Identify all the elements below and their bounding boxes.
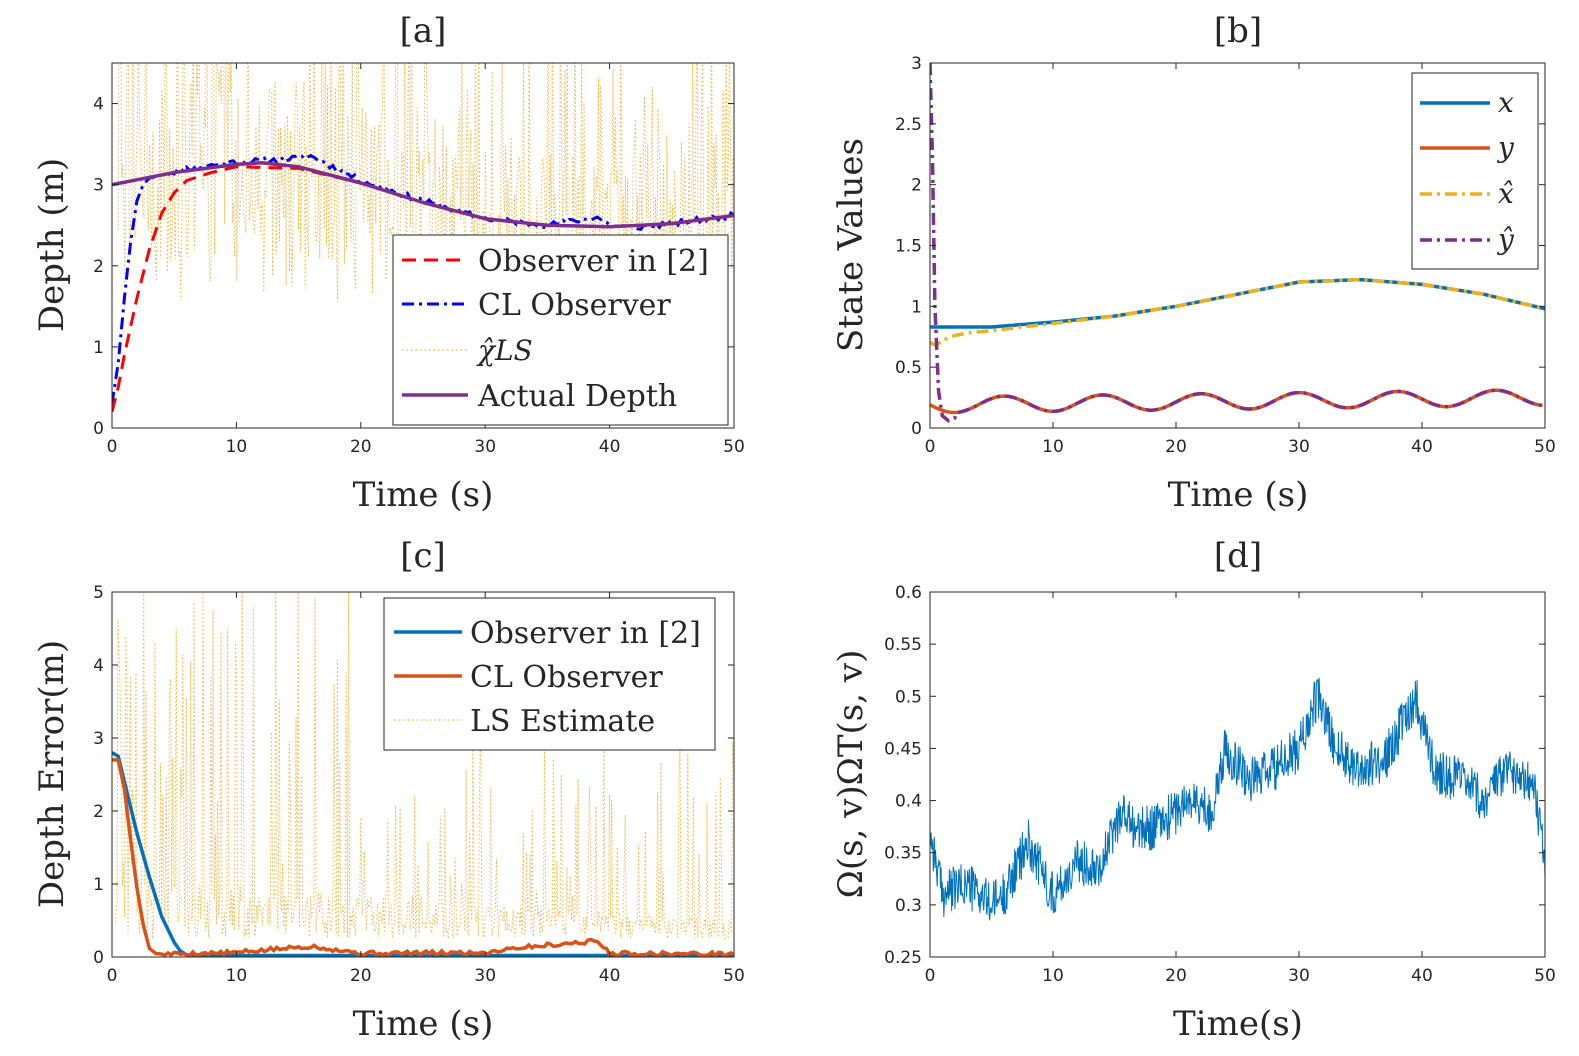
legend-b-yhat-label: ŷ — [1496, 223, 1515, 256]
panel-d-xtick-label-3: 30 — [1288, 966, 1310, 986]
panel-b-ytick-label-3: 1.5 — [895, 237, 922, 257]
panel-d-xtick-label-5: 50 — [1534, 966, 1556, 986]
panel-c-title: [c] — [400, 536, 446, 576]
panel-b-ylabel: State Values — [831, 138, 871, 352]
series-d-omega — [930, 677, 1545, 921]
panel-a-title: [a] — [400, 11, 447, 51]
panel-c-xtick-label-0: 0 — [107, 966, 118, 986]
panel-b-xtick-label-4: 40 — [1411, 437, 1433, 457]
panel-c-xtick-label-1: 10 — [226, 966, 248, 986]
panel-a-xtick-label-0: 0 — [107, 437, 118, 457]
legend-c-ls-label: LS Estimate — [470, 704, 655, 739]
panel-a-axes-box — [111, 62, 735, 429]
panel-b-xtick-label-1: 10 — [1042, 437, 1064, 457]
panel-c-xlabel: Time (s) — [353, 1004, 494, 1044]
panel-d-xtick-label-2: 20 — [1165, 966, 1187, 986]
legend-a-ls-label: χ̂LS — [476, 334, 533, 367]
panel-a-ytick-label-3: 3 — [93, 176, 104, 196]
panel-a-legend: Observer in [2] CL Observer χ̂LS Actual … — [392, 234, 729, 426]
panel-c-legend: Observer in [2] CL Observer LS Estimate — [383, 597, 716, 751]
panel-b-ytick-label-1: 0.5 — [895, 358, 922, 378]
series-c-ls-estimate — [115, 592, 734, 940]
panel-b-title: [b] — [1214, 11, 1262, 51]
legend-b-y-label: y — [1496, 131, 1515, 164]
panel-c-ytick-label-1: 1 — [93, 875, 104, 895]
panel-c-ylabel: Depth Error(m) — [32, 640, 72, 908]
panel-d-ytick-label-0: 0.25 — [884, 948, 922, 968]
panel-b-plot-area — [930, 63, 1545, 423]
panel-d-ytick-label-1: 0.3 — [895, 896, 922, 916]
panel-a-ytick-label-4: 4 — [93, 95, 104, 115]
panel-d-ytick-label-4: 0.45 — [884, 739, 922, 759]
legend-b-x-label: x — [1498, 86, 1514, 119]
panel-c-axes-box — [111, 591, 735, 958]
panel-c-ytick-label-5: 5 — [93, 583, 104, 603]
legend-a-cl-label: CL Observer — [478, 288, 671, 323]
panel-b-xlabel: Time (s) — [1168, 475, 1309, 515]
panel-d-ytick-label-7: 0.6 — [895, 583, 922, 603]
panel-d-title: [d] — [1214, 536, 1262, 576]
panel-d-axes-box — [929, 591, 1546, 958]
panel-b-xtick-label-3: 30 — [1288, 437, 1310, 457]
panel-b-xtick-label-2: 20 — [1165, 437, 1187, 457]
legend-a-observer2-label: Observer in [2] — [478, 244, 709, 279]
panel-a-ytick-label-1: 1 — [93, 338, 104, 358]
panel-d-ylabel: Ω(s, v)ΩT(s, v) — [831, 650, 871, 899]
panel-d-xtick-label-4: 40 — [1411, 966, 1433, 986]
panel-d-plot-area — [930, 677, 1545, 921]
panel-d-xtick-label-0: 0 — [925, 966, 936, 986]
panel-d: [d] 0 10 20 30 40 50 0.25 0.3 0.35 0.4 0.45 0.5 0.55… — [831, 536, 1556, 1044]
panel-c-xtick-label-3: 30 — [474, 966, 496, 986]
panel-d-ytick-label-2: 0.35 — [884, 844, 922, 864]
panel-a-xtick-label-2: 20 — [350, 437, 372, 457]
series-b-xhat — [930, 277, 1545, 348]
panel-c-legend-box — [383, 597, 716, 751]
panel-b-ytick-label-4: 2 — [911, 176, 922, 196]
series-b-x — [930, 277, 1545, 329]
panel-c: [c] 0 10 20 30 40 50 0 1 2 3 4 5 Time (s) Depth Err… — [32, 536, 745, 1044]
panel-d-ytick-label-6: 0.55 — [884, 635, 922, 655]
panel-d-xtick-label-1: 10 — [1042, 966, 1064, 986]
panel-a-plot-area — [112, 63, 734, 413]
panel-a-xlabel: Time (s) — [353, 475, 494, 515]
legend-a-actual-label: Actual Depth — [477, 379, 677, 414]
panel-b-xtick-label-5: 50 — [1534, 437, 1556, 457]
panel-c-plot-area — [112, 592, 734, 957]
panel-b-ytick-label-2: 1 — [911, 297, 922, 317]
panel-d-ytick-label-3: 0.4 — [895, 792, 922, 812]
panel-b-ytick-label-0: 0 — [911, 419, 922, 439]
panel-a-xtick-label-1: 10 — [226, 437, 248, 457]
panel-c-xtick-label-2: 20 — [350, 966, 372, 986]
panel-b-legend-box — [1411, 72, 1539, 270]
panel-c-xtick-label-4: 40 — [599, 966, 621, 986]
series-c-cl-observer — [112, 758, 734, 957]
panel-d-ytick-label-5: 0.5 — [895, 687, 922, 707]
legend-b-xhat-label: x̂ — [1498, 177, 1514, 210]
panel-a-ylabel: Depth (m) — [32, 158, 72, 332]
panel-c-ytick-label-3: 3 — [93, 729, 104, 749]
panel-c-ytick-label-4: 4 — [93, 656, 104, 676]
panel-a-xtick-label-4: 40 — [599, 437, 621, 457]
legend-c-observer2-label: Observer in [2] — [470, 616, 701, 651]
panel-b-xtick-label-0: 0 — [925, 437, 936, 457]
series-b-yhat — [930, 63, 1543, 423]
panel-b-ytick-label-5: 2.5 — [895, 115, 922, 135]
panel-b-legend: x y x̂ ŷ — [1411, 72, 1539, 270]
series-a-actual-depth — [112, 161, 734, 229]
panel-c-ytick-label-2: 2 — [93, 802, 104, 822]
series-c-observer2 — [112, 751, 734, 957]
panel-a-ytick-label-2: 2 — [93, 257, 104, 277]
legend-c-cl-label: CL Observer — [470, 660, 663, 695]
panel-b: [b] 0 10 20 30 40 50 0 0.5 1 1.5 2 2.5 3 Time (s) St… — [831, 11, 1556, 515]
panel-b-ytick-label-6: 3 — [911, 54, 922, 74]
panel-a-ytick-label-0: 0 — [93, 419, 104, 439]
panel-c-ytick-label-0: 0 — [93, 948, 104, 968]
panel-d-xlabel: Time(s) — [1173, 1004, 1303, 1044]
panel-a-xtick-label-5: 50 — [723, 437, 745, 457]
panel-a-xtick-label-3: 30 — [474, 437, 496, 457]
panel-c-xtick-label-5: 50 — [723, 966, 745, 986]
